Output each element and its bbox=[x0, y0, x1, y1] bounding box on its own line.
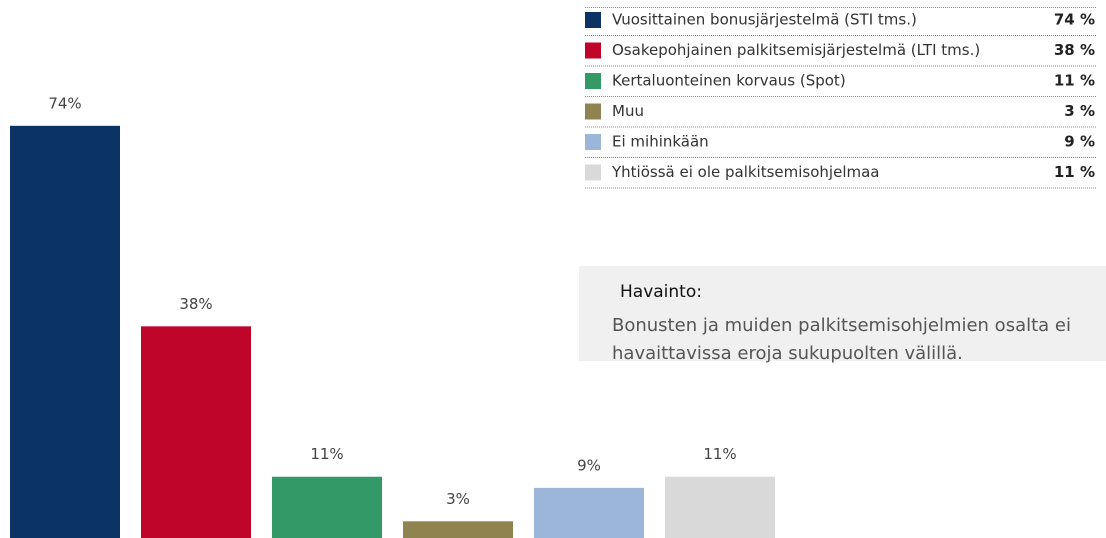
legend-label: Osakepohjainen palkitsemisjärjestelmä (L… bbox=[612, 41, 980, 59]
legend-value: 3 % bbox=[1064, 102, 1095, 120]
value-label: 11% bbox=[310, 445, 343, 463]
legend-label: Yhtiössä ei ole palkitsemisohjelmaa bbox=[611, 163, 880, 181]
legend-label: Muu bbox=[612, 102, 644, 120]
value-label: 74% bbox=[48, 94, 81, 112]
legend-value: 9 % bbox=[1064, 133, 1095, 151]
note-title: Havainto: bbox=[620, 282, 702, 302]
legend-value: 38 % bbox=[1054, 41, 1095, 59]
legend-swatch bbox=[585, 164, 601, 181]
legend-value: 11 % bbox=[1054, 72, 1095, 90]
legend-label: Kertaluonteinen korvaus (Spot) bbox=[612, 72, 846, 90]
legend-swatch bbox=[585, 12, 601, 28]
legend-swatch bbox=[585, 42, 601, 59]
bar bbox=[272, 476, 382, 538]
value-label: 9% bbox=[577, 456, 601, 474]
note-line: Bonusten ja muiden palkitsemisohjelmien … bbox=[612, 315, 1071, 336]
value-label: 3% bbox=[446, 490, 470, 508]
legend-swatch bbox=[585, 103, 601, 120]
value-label: 38% bbox=[179, 295, 212, 313]
legend-label: Ei mihinkään bbox=[612, 133, 709, 151]
legend-value: 11 % bbox=[1054, 163, 1095, 181]
legend-label: Vuosittainen bonusjärjestelmä (STI tms.) bbox=[612, 11, 917, 29]
value-label: 11% bbox=[703, 445, 736, 463]
note-line: havaittavissa eroja sukupuolten välillä. bbox=[612, 343, 963, 364]
legend-value: 74 % bbox=[1054, 11, 1095, 29]
bar bbox=[665, 476, 775, 538]
bar bbox=[403, 521, 513, 538]
bar bbox=[10, 125, 120, 538]
legend-swatch bbox=[585, 134, 601, 150]
note-box bbox=[579, 266, 1106, 361]
bar bbox=[141, 326, 251, 538]
legend-swatch bbox=[585, 73, 601, 89]
bar bbox=[534, 487, 644, 538]
